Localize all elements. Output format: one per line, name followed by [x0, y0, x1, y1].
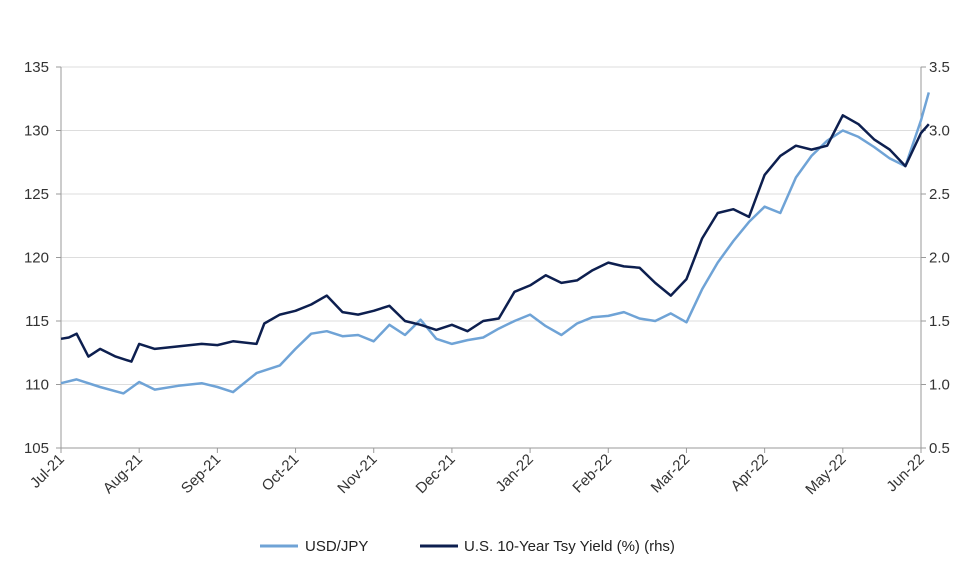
x-tick-label: May-22	[802, 451, 849, 498]
left-tick-label: 105	[24, 440, 49, 457]
left-tick-label: 135	[24, 59, 49, 76]
right-tick-label: 1.0	[929, 377, 950, 394]
left-tick-label: 110	[25, 377, 49, 394]
horizontal-gridlines	[61, 66, 921, 385]
x-tick-label: Jan-22	[492, 451, 536, 495]
series-line-usdjpy	[60, 92, 931, 395]
left-tick-label: 120	[24, 250, 49, 267]
x-tick-label: Dec-21	[413, 451, 459, 497]
x-tick-label: Sep-21	[178, 451, 224, 497]
right-tick-label: 3.0	[929, 123, 950, 140]
right-tick-label: 3.5	[929, 59, 950, 76]
left-axis-ticks: 105 110 115 120 125 130 135	[24, 59, 61, 457]
x-tick-label: Feb-22	[569, 451, 615, 497]
x-tick-label: Jun-22	[883, 451, 927, 495]
x-tick-label: Apr-22	[728, 451, 772, 495]
left-tick-label: 125	[24, 186, 49, 203]
right-axis-ticks: 0.5 1.0 1.5 2.0 2.5 3.0 3.5	[921, 59, 950, 457]
x-tick-label: Mar-22	[648, 451, 694, 497]
series-lines	[60, 92, 931, 395]
series-line-tsy-yield	[60, 114, 930, 363]
left-tick-label: 130	[24, 123, 49, 140]
right-tick-label: 2.5	[929, 186, 950, 203]
left-tick-label: 115	[25, 313, 49, 330]
x-axis-ticks: Jul-21 Aug-21 Sep-21 Oct-21 Nov-21 Dec-21 Jan-…	[27, 448, 928, 498]
right-tick-label: 0.5	[929, 440, 950, 457]
x-tick-label: Aug-21	[100, 451, 146, 497]
legend-label-usdjpy: USD/JPY	[305, 538, 368, 555]
legend: USD/JPY U.S. 10-Year Tsy Yield (%) (rhs)	[260, 538, 675, 555]
right-tick-label: 1.5	[929, 313, 950, 330]
legend-label-tsy-yield: U.S. 10-Year Tsy Yield (%) (rhs)	[464, 538, 675, 555]
x-tick-label: Nov-21	[334, 451, 380, 497]
x-tick-label: Oct-21	[259, 451, 303, 495]
right-tick-label: 2.0	[929, 250, 950, 267]
